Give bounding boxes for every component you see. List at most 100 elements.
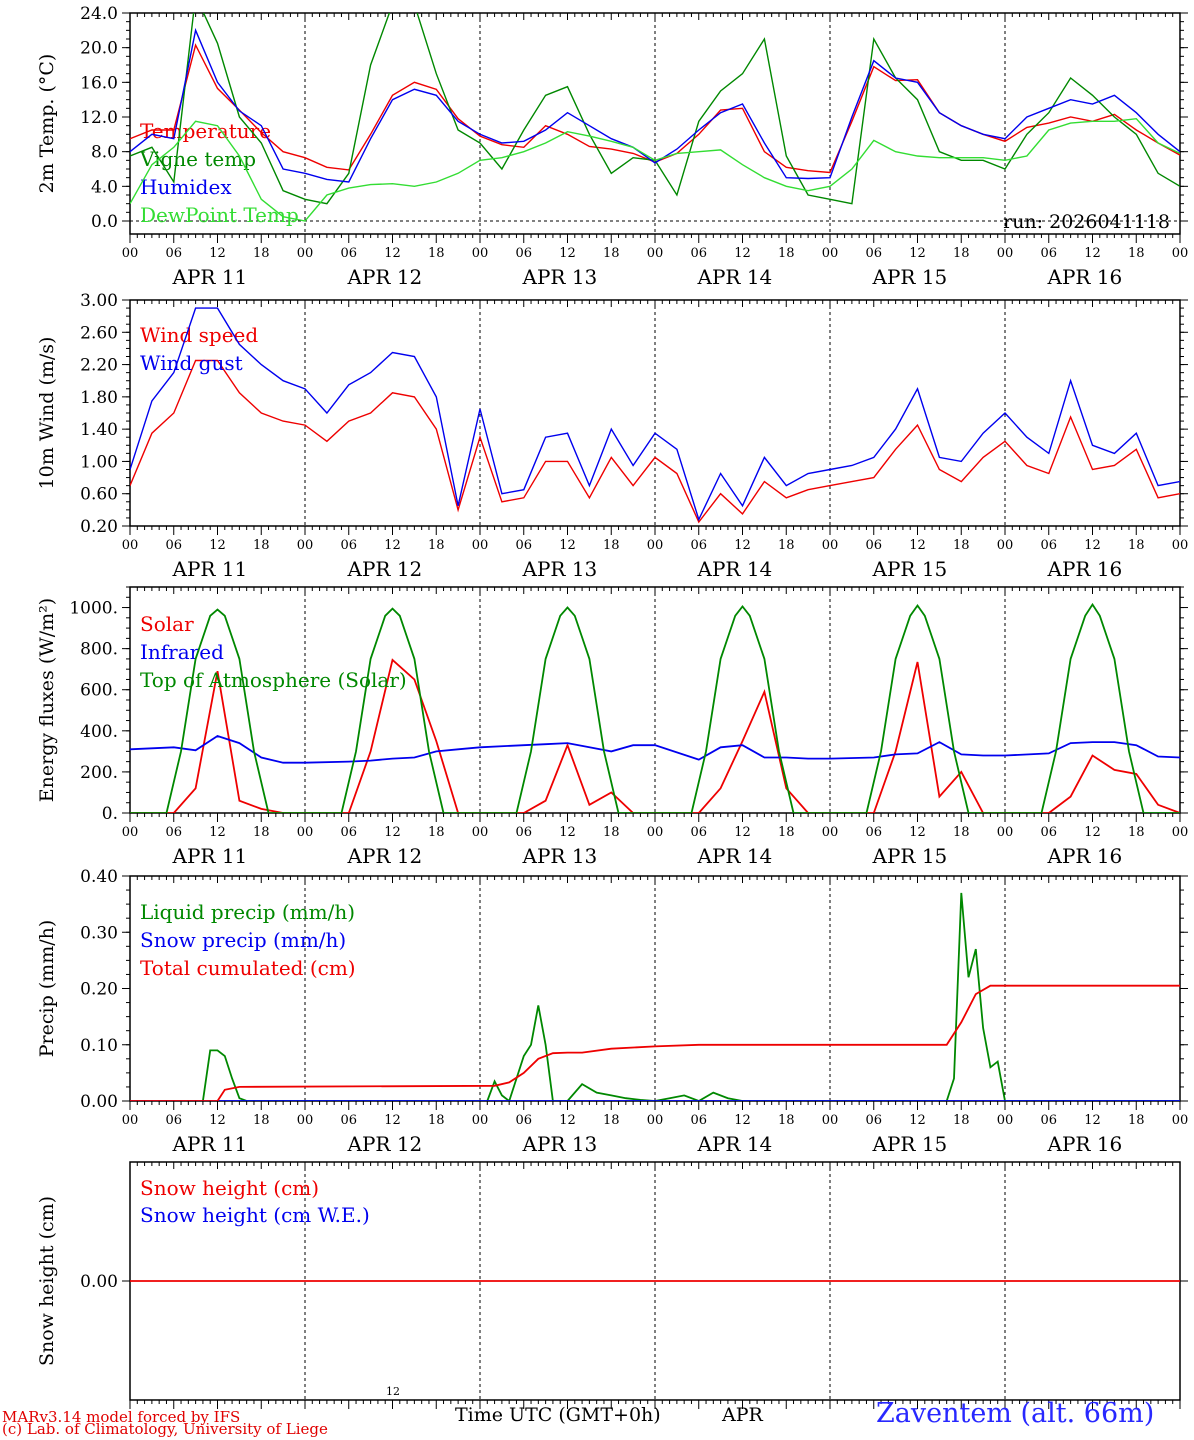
y-tick-label: 24.0	[80, 4, 118, 24]
x-tick-label: 18	[778, 825, 795, 840]
y-tick-label: 800.	[80, 640, 118, 660]
legend-entry: Wind gust	[140, 351, 243, 375]
y-tick-label: 0.00	[80, 1092, 118, 1112]
time-axis-label: Time UTC (GMT+0h)	[455, 1404, 661, 1426]
y-tick-label: 0.30	[80, 923, 118, 943]
y-tick-label: 0.20	[80, 517, 118, 537]
day-label: APR 14	[697, 557, 773, 581]
y-tick-label: 1.80	[80, 388, 118, 408]
x-tick-label: 00	[472, 1113, 489, 1128]
x-tick-label: 00	[997, 538, 1014, 553]
panel-1: 00 06 12 18 00 06 12 18 00 06 12 18 00 06 12 18 00 06 12 18…	[36, 4, 1188, 289]
day-label: APR 12	[347, 844, 423, 868]
x-tick-label: 00	[472, 825, 489, 840]
x-tick-label: 06	[165, 825, 182, 840]
x-tick-label: 00	[647, 1113, 664, 1128]
day-label: APR 11	[172, 265, 248, 289]
x-tick-label: 18	[778, 1113, 795, 1128]
x-tick-label: 12	[384, 538, 401, 553]
day-label: APR 16	[1047, 557, 1123, 581]
legend-entry: Top of Atmosphere (Solar)	[140, 668, 407, 692]
x-tick-label: 06	[515, 825, 532, 840]
y-axis-label: Precip (mm/h)	[36, 920, 58, 1058]
legend-entry: Snow precip (mm/h)	[140, 928, 346, 952]
x-tick-label: 12	[209, 825, 226, 840]
month-label: APR	[722, 1404, 763, 1426]
x-tick-label: 00	[997, 1113, 1014, 1128]
day-label: APR 12	[347, 265, 423, 289]
x-tick-label: 06	[865, 1113, 882, 1128]
y-tick-label: 1.40	[80, 420, 118, 440]
x-tick-label: 18	[428, 246, 445, 261]
legend-entry: Solar	[140, 612, 194, 636]
x-tick-label: 00	[297, 246, 314, 261]
x-tick-label: 00	[997, 825, 1014, 840]
y-tick-label: 0.20	[80, 980, 118, 1000]
x-tick-label: 06	[340, 246, 357, 261]
day-label: APR 15	[872, 1132, 948, 1156]
day-label: APR 12	[347, 557, 423, 581]
y-axis-label: Energy fluxes (W/m²)	[36, 598, 58, 802]
x-tick-label: 00	[1172, 1113, 1189, 1128]
x-tick-label: 06	[340, 538, 357, 553]
x-tick-label: 00	[822, 1113, 839, 1128]
day-label: APR 16	[1047, 844, 1123, 868]
x-tick-label: 12	[1084, 538, 1101, 553]
day-label: APR 14	[697, 1132, 773, 1156]
x-tick-label: 18	[778, 538, 795, 553]
x-tick-label: 18	[253, 538, 270, 553]
x-tick-label: 12	[559, 1113, 576, 1128]
x-tick-label: 06	[690, 246, 707, 261]
x-tick-label: 06	[165, 246, 182, 261]
panel-3: 00 06 12 18 00 06 12 18 00 06 12 18 00 06 12 18 00 06 12 18…	[36, 586, 1188, 868]
series-line-total-cumulated-cm-	[130, 984, 1180, 1101]
legend-entry: Total cumulated (cm)	[140, 956, 356, 980]
x-tick-label: 18	[253, 1113, 270, 1128]
x-tick-label: 18	[1128, 825, 1145, 840]
x-tick-label: 12	[1084, 246, 1101, 261]
run-label: run: 2026041118	[1003, 211, 1170, 233]
y-axis-label: Snow height (cm)	[36, 1196, 58, 1366]
x-tick-label: 12	[209, 1113, 226, 1128]
x-tick-label: 06	[690, 538, 707, 553]
x-tick-label: 06	[865, 246, 882, 261]
x-tick-label: 12	[384, 1113, 401, 1128]
day-label: APR 12	[347, 1132, 423, 1156]
x-tick-label: 12	[734, 825, 751, 840]
x-tick-label: 18	[428, 1113, 445, 1128]
legend-entry: Infrared	[140, 640, 224, 664]
day-label: APR 15	[872, 844, 948, 868]
x-tick-label: 18	[1128, 1113, 1145, 1128]
x-tick-label: 00	[297, 825, 314, 840]
day-label: APR 14	[697, 844, 773, 868]
day-label: APR 16	[1047, 265, 1123, 289]
y-tick-label: 16.0	[80, 73, 118, 93]
x-tick-label: 12	[1084, 825, 1101, 840]
x-tick-label: 18	[778, 246, 795, 261]
legend-entry: Snow height (cm)	[140, 1176, 319, 1200]
y-tick-label: 0.40	[80, 867, 118, 887]
x-tick-label: 00	[122, 825, 139, 840]
x-tick-label: 12	[909, 538, 926, 553]
x-tick-label: 18	[253, 246, 270, 261]
series-line-infrared	[130, 735, 1180, 764]
x-tick-label: 12	[384, 825, 401, 840]
y-tick-label: 1.00	[80, 452, 118, 472]
y-tick-label: 0.60	[80, 485, 118, 505]
legend-entry: DewPoint Temp	[140, 203, 299, 227]
x-tick-label: 06	[1040, 538, 1057, 553]
legend-entry: Humidex	[140, 175, 232, 199]
x-tick-label: 06	[515, 1113, 532, 1128]
series-line-vigne-temp	[130, 13, 1180, 205]
x-tick-label: 00	[122, 1113, 139, 1128]
x-tick-label: 18	[603, 538, 620, 553]
model-credit-line: MARv3.14 model forced by IFS	[2, 1408, 241, 1426]
day-label: APR 15	[872, 265, 948, 289]
x-tick-label: 12	[209, 246, 226, 261]
day-label: APR 14	[697, 265, 773, 289]
x-tick-label: 12	[909, 825, 926, 840]
y-tick-label: 0.10	[80, 1036, 118, 1056]
x-tick-label: 06	[1040, 1113, 1057, 1128]
y-tick-label: 0.00	[80, 1272, 118, 1292]
x-tick-label: 06	[165, 1113, 182, 1128]
